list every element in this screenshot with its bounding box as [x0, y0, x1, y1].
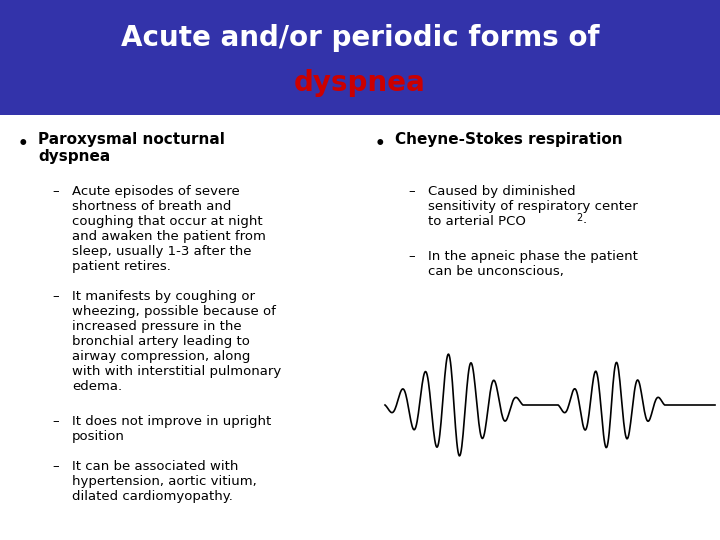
Text: dyspnea: dyspnea [294, 69, 426, 97]
Text: Caused by diminished
sensitivity of respiratory center
to arterial PCO: Caused by diminished sensitivity of resp… [428, 185, 638, 228]
Text: Paroxysmal nocturnal
dyspnea: Paroxysmal nocturnal dyspnea [38, 132, 225, 164]
Bar [0, 0, 720, 115]
Text: Acute and/or periodic forms of: Acute and/or periodic forms of [121, 24, 599, 52]
Text: –: – [52, 415, 58, 428]
Text: In the apneic phase the patient
can be unconscious,: In the apneic phase the patient can be u… [428, 250, 638, 278]
Text: –: – [52, 460, 58, 473]
Text: •: • [375, 135, 386, 153]
Text: –: – [408, 250, 415, 263]
Text: •: • [18, 135, 29, 153]
Text: Cheyne-Stokes respiration: Cheyne-Stokes respiration [395, 132, 623, 147]
Text: –: – [52, 185, 58, 198]
Text: –: – [52, 290, 58, 303]
Text: It manifests by coughing or
wheezing, possible because of
increased pressure in : It manifests by coughing or wheezing, po… [72, 290, 282, 393]
Text: –: – [408, 185, 415, 198]
Text: Acute episodes of severe
shortness of breath and
coughing that occur at night
an: Acute episodes of severe shortness of br… [72, 185, 266, 273]
Text: .: . [583, 213, 587, 226]
Text: It does not improve in upright
position: It does not improve in upright position [72, 415, 271, 443]
Text: 2: 2 [576, 213, 582, 223]
Text: It can be associated with
hypertension, aortic vitium,
dilated cardiomyopathy.: It can be associated with hypertension, … [72, 460, 257, 503]
